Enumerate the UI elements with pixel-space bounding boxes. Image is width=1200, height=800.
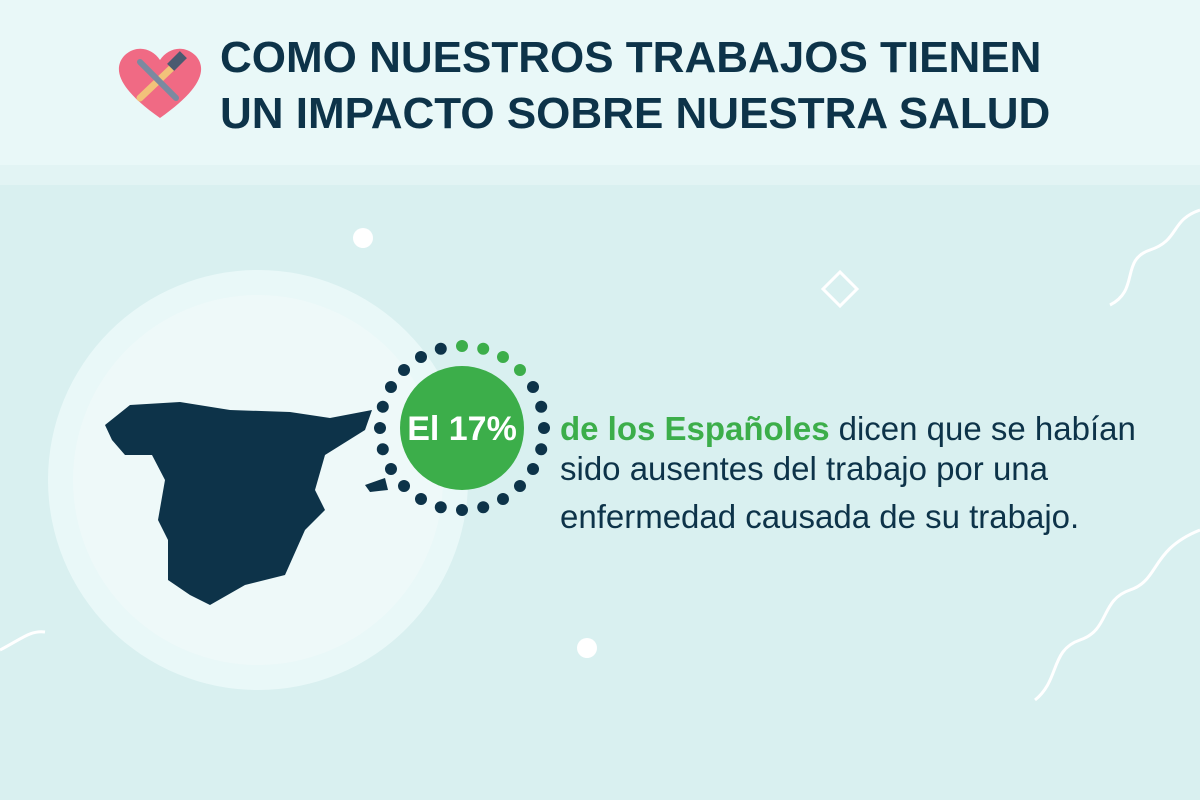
ring-dot — [384, 381, 397, 393]
ring-dot — [434, 501, 447, 514]
stat-line: enfermedad causada de su trabajo. — [560, 498, 1079, 535]
header-strip — [0, 165, 1200, 185]
stat-circle — [400, 366, 524, 490]
ring-dot — [384, 463, 397, 475]
islands — [365, 478, 388, 492]
stat-line: de los Españoles dicen que se habían — [560, 410, 1136, 447]
stat-text: dicen que se habían — [839, 410, 1136, 447]
ring-dot — [415, 350, 427, 363]
title-line: COMO NUESTROS TRABAJOS TIENEN — [220, 33, 1041, 82]
dot-ring — [374, 340, 550, 516]
spain-map — [105, 402, 372, 605]
ring-dot — [374, 422, 386, 434]
ring-dot — [434, 342, 447, 355]
ring-dot — [398, 479, 411, 492]
ring-dot — [497, 350, 509, 363]
ring-dot — [415, 493, 427, 506]
header-band — [0, 0, 1200, 165]
decor-dot — [353, 228, 373, 248]
ring-dot — [538, 422, 550, 434]
decor-diamond — [820, 269, 860, 309]
decor-wave — [1109, 208, 1200, 307]
ring-dot — [513, 479, 526, 492]
decor-wave — [1034, 528, 1200, 702]
ring-dot — [527, 463, 540, 475]
ring-dot — [477, 501, 490, 514]
stat-line: sido ausentes del trabajo por una — [560, 450, 1049, 487]
ring-dot — [456, 504, 468, 516]
ring-dot — [376, 400, 389, 413]
heart-icon — [118, 48, 202, 118]
ring-dot — [513, 364, 526, 377]
ring-dot — [376, 443, 389, 456]
title-line: UN IMPACTO SOBRE NUESTRA SALUD — [220, 89, 1050, 138]
ring-dot — [398, 364, 411, 377]
decor-dot — [577, 638, 597, 658]
ring-dot — [535, 443, 548, 456]
stat-highlight: de los Españoles — [560, 410, 830, 447]
stat-label: El 17% — [407, 410, 517, 448]
ring-dot — [477, 342, 490, 355]
ring-dot — [527, 381, 540, 393]
ring-dot — [456, 340, 468, 352]
decor-wave — [0, 630, 46, 652]
ring-dot — [535, 400, 548, 413]
ring-dot — [497, 493, 509, 506]
